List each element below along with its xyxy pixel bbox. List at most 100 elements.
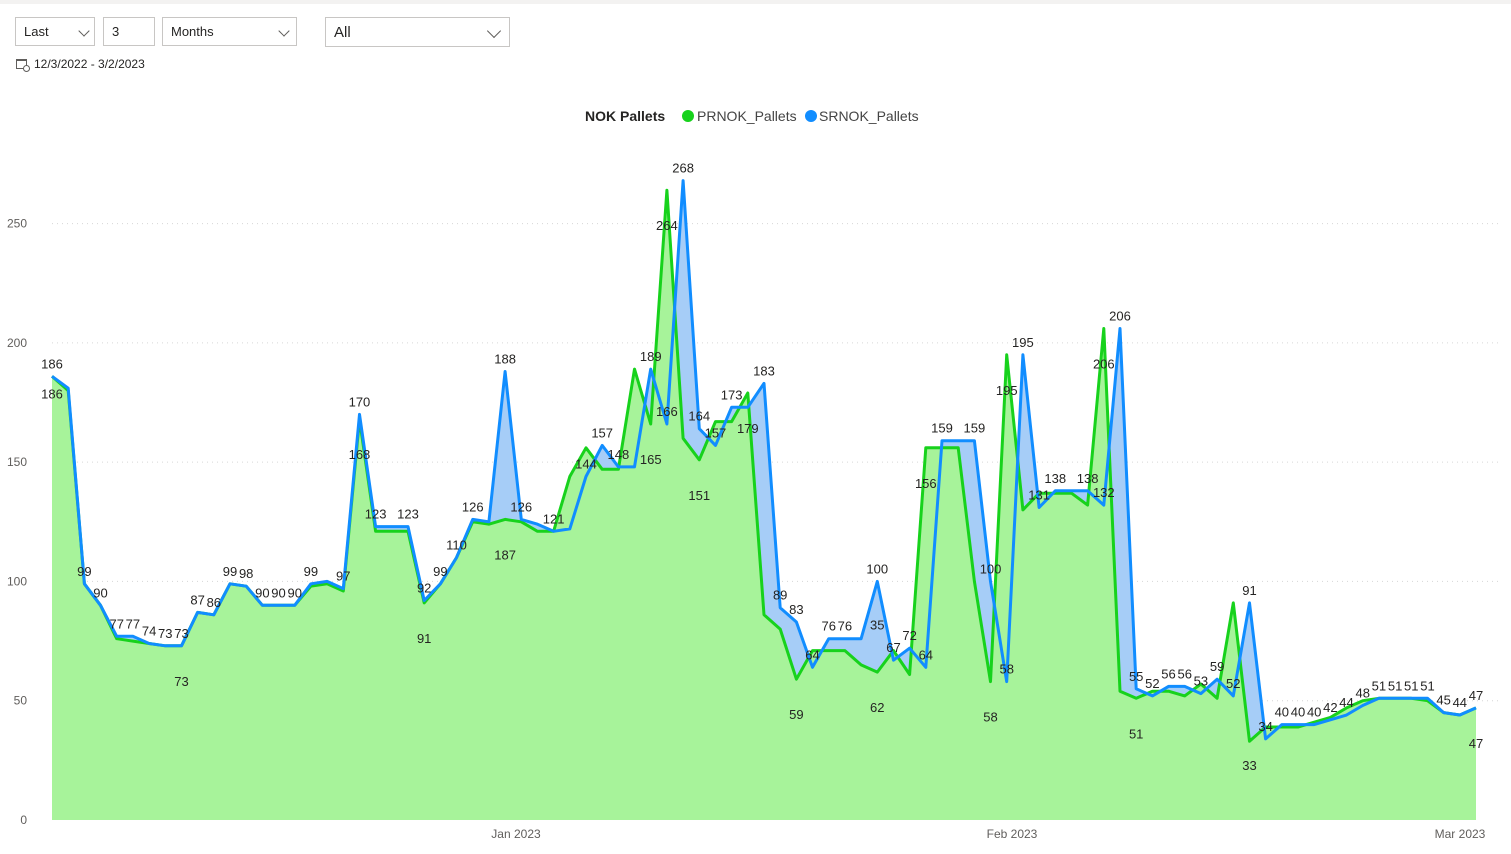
data-label-srnok: 86 xyxy=(207,595,221,610)
data-label-srnok: 121 xyxy=(543,511,565,526)
data-label-srnok: 76 xyxy=(838,619,852,634)
data-label-srnok: 34 xyxy=(1258,719,1272,734)
data-label-prnok: 195 xyxy=(996,383,1018,398)
count-input-value: 3 xyxy=(112,24,120,39)
data-label-srnok: 164 xyxy=(688,409,710,424)
data-label-srnok: 183 xyxy=(753,363,775,378)
top-border xyxy=(0,0,1511,4)
data-label-srnok: 99 xyxy=(223,564,237,579)
data-label-srnok: 72 xyxy=(902,628,916,643)
data-label-srnok: 126 xyxy=(510,499,532,514)
data-label-prnok: 186 xyxy=(41,386,63,401)
data-label-srnok: 51 xyxy=(1404,678,1418,693)
data-label-srnok: 90 xyxy=(271,585,285,600)
data-label-srnok: 173 xyxy=(721,387,743,402)
data-label-srnok: 123 xyxy=(365,507,387,522)
data-label-prnok: 165 xyxy=(640,452,662,467)
data-label-srnok: 90 xyxy=(287,585,301,600)
legend-title: NOK Pallets xyxy=(585,108,665,124)
data-label-srnok: 99 xyxy=(304,564,318,579)
data-label-srnok: 98 xyxy=(239,566,253,581)
y-tick-label: 100 xyxy=(7,574,27,588)
data-label-prnok: 62 xyxy=(870,700,884,715)
x-tick-label: Jan 2023 xyxy=(491,827,541,841)
data-label-srnok: 110 xyxy=(446,538,467,553)
data-label-srnok: 195 xyxy=(1012,335,1034,350)
data-label-srnok: 99 xyxy=(77,564,91,579)
data-label-srnok: 44 xyxy=(1453,695,1467,710)
data-label-srnok: 67 xyxy=(886,640,900,655)
data-label-prnok: 156 xyxy=(915,476,937,491)
data-label-srnok: 189 xyxy=(640,349,662,364)
data-label-srnok: 64 xyxy=(919,647,933,662)
data-label-srnok: 76 xyxy=(821,619,835,634)
data-label-srnok: 87 xyxy=(190,592,204,607)
calendar-icon xyxy=(16,59,30,72)
category-dropdown[interactable]: All xyxy=(325,17,510,47)
data-label-srnok: 58 xyxy=(999,662,1013,677)
data-label-prnok: 58 xyxy=(983,710,997,725)
data-label-prnok: 47 xyxy=(1469,736,1483,751)
y-tick-label: 0 xyxy=(20,813,27,827)
data-label-srnok: 55 xyxy=(1129,669,1143,684)
data-label-srnok: 188 xyxy=(494,351,516,366)
data-label-srnok: 166 xyxy=(656,404,678,419)
count-input[interactable]: 3 xyxy=(103,17,155,46)
data-label-srnok: 77 xyxy=(109,616,123,631)
data-label-srnok: 83 xyxy=(789,602,803,617)
data-label-srnok: 138 xyxy=(1077,471,1099,486)
data-label-srnok: 138 xyxy=(1044,471,1066,486)
data-label-srnok: 42 xyxy=(1323,700,1337,715)
area-prnok xyxy=(52,190,1476,820)
unit-dropdown-value: Months xyxy=(171,24,214,39)
data-label-prnok: 91 xyxy=(417,631,431,646)
data-label-prnok: 264 xyxy=(656,218,678,233)
data-label-srnok: 40 xyxy=(1291,705,1305,720)
data-label-srnok: 92 xyxy=(417,581,431,596)
data-label-srnok: 148 xyxy=(608,447,630,462)
data-label-srnok: 91 xyxy=(1242,583,1256,598)
period-dropdown[interactable]: Last xyxy=(15,17,95,46)
data-label-srnok: 51 xyxy=(1420,678,1434,693)
data-label-srnok: 268 xyxy=(672,161,694,176)
data-label-srnok: 40 xyxy=(1307,705,1321,720)
date-range-text: 12/3/2022 - 3/2/2023 xyxy=(34,57,145,71)
data-label-srnok: 100 xyxy=(980,561,1002,576)
data-label-srnok: 35 xyxy=(870,617,884,632)
data-label-srnok: 157 xyxy=(591,425,613,440)
data-label-srnok: 56 xyxy=(1177,666,1191,681)
x-tick-label: Feb 2023 xyxy=(987,827,1038,841)
data-label-srnok: 52 xyxy=(1145,676,1159,691)
data-label-srnok: 132 xyxy=(1093,485,1115,500)
data-label-srnok: 159 xyxy=(931,421,953,436)
period-dropdown-value: Last xyxy=(24,24,49,39)
data-label-srnok: 53 xyxy=(1194,674,1208,689)
series-areas xyxy=(51,179,1477,821)
data-label-srnok: 186 xyxy=(41,356,63,371)
data-label-prnok: 151 xyxy=(688,488,710,503)
legend-marker-srnok xyxy=(805,110,817,122)
data-label-srnok: 157 xyxy=(705,425,727,440)
data-label-srnok: 126 xyxy=(462,499,484,514)
data-label-srnok: 90 xyxy=(255,585,269,600)
data-label-srnok: 170 xyxy=(349,394,371,409)
date-range: 12/3/2022 - 3/2/2023 xyxy=(16,57,145,72)
x-tick-label: Mar 2023 xyxy=(1435,827,1486,841)
data-label-srnok: 131 xyxy=(1028,487,1050,502)
legend: NOK Pallets PRNOK_Pallets SRNOK_Pallets xyxy=(585,108,919,124)
data-label-srnok: 51 xyxy=(1372,678,1386,693)
data-label-prnok: 206 xyxy=(1093,357,1115,372)
data-label-prnok: 187 xyxy=(494,547,516,562)
data-label-prnok: 73 xyxy=(174,674,188,689)
data-label-srnok: 90 xyxy=(93,585,107,600)
y-tick-label: 250 xyxy=(7,217,27,231)
x-axis: Jan 2023 Feb 2023 Mar 2023 xyxy=(491,827,1485,841)
data-label-prnok: 59 xyxy=(789,707,803,722)
data-label-srnok: 64 xyxy=(805,647,819,662)
data-label-srnok: 74 xyxy=(142,623,156,638)
legend-label-srnok[interactable]: SRNOK_Pallets xyxy=(819,108,919,124)
unit-dropdown[interactable]: Months xyxy=(162,17,297,46)
legend-label-prnok[interactable]: PRNOK_Pallets xyxy=(697,108,797,124)
data-label-srnok: 123 xyxy=(397,507,419,522)
